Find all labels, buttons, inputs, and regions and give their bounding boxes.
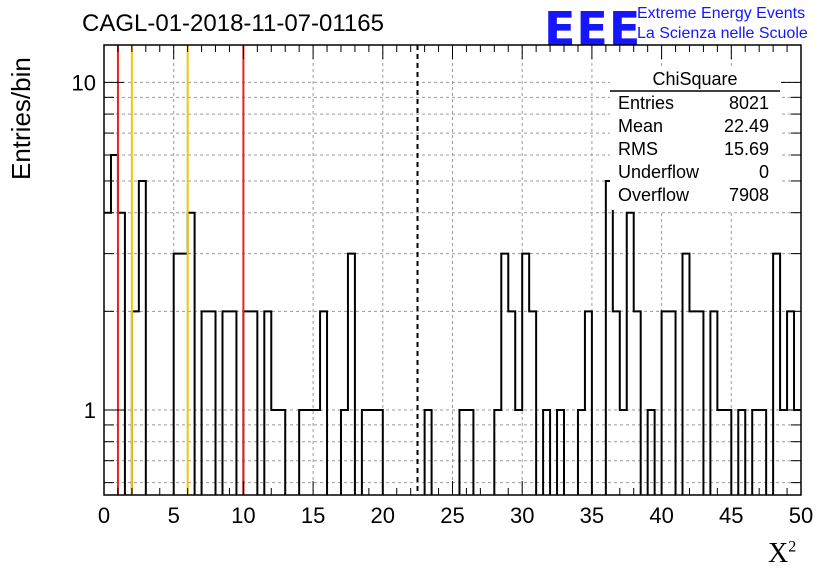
stats-box: [610, 66, 780, 210]
x-tick-label: 15: [301, 503, 325, 528]
stats-label: Entries: [618, 93, 674, 113]
x-tick-label: 50: [789, 503, 813, 528]
y-tick-label: 1: [84, 398, 96, 423]
logo-line-2: La Scienza nelle Scuole: [637, 25, 808, 42]
stats-label: RMS: [618, 139, 658, 159]
stats-label: Mean: [618, 116, 663, 136]
x-tick-label: 35: [580, 503, 604, 528]
stats-value: 7908: [729, 185, 769, 205]
chart-title: CAGL-01-2018-11-07-01165: [82, 10, 384, 37]
x-tick-label: 30: [510, 503, 534, 528]
x-tick-label: 0: [98, 503, 110, 528]
stats-label: Overflow: [618, 185, 690, 205]
x-axis-label: X2: [768, 538, 797, 569]
x-tick-label: 5: [168, 503, 180, 528]
stats-value: 0: [759, 162, 769, 182]
stats-value: 22.49: [724, 116, 769, 136]
stats-value: 15.69: [724, 139, 769, 159]
x-tick-label: 10: [231, 503, 255, 528]
x-tick-label: 40: [649, 503, 673, 528]
x-tick-label: 25: [440, 503, 464, 528]
stats-value: 8021: [729, 93, 769, 113]
histogram-series: [104, 154, 801, 495]
logo-line-1: Extreme Energy Events: [637, 5, 806, 22]
stats-label: Underflow: [618, 162, 700, 182]
x-tick-label: 45: [719, 503, 743, 528]
y-tick-label: 10: [72, 70, 96, 95]
stats-title: ChiSquare: [652, 69, 737, 89]
x-tick-label: 20: [371, 503, 395, 528]
